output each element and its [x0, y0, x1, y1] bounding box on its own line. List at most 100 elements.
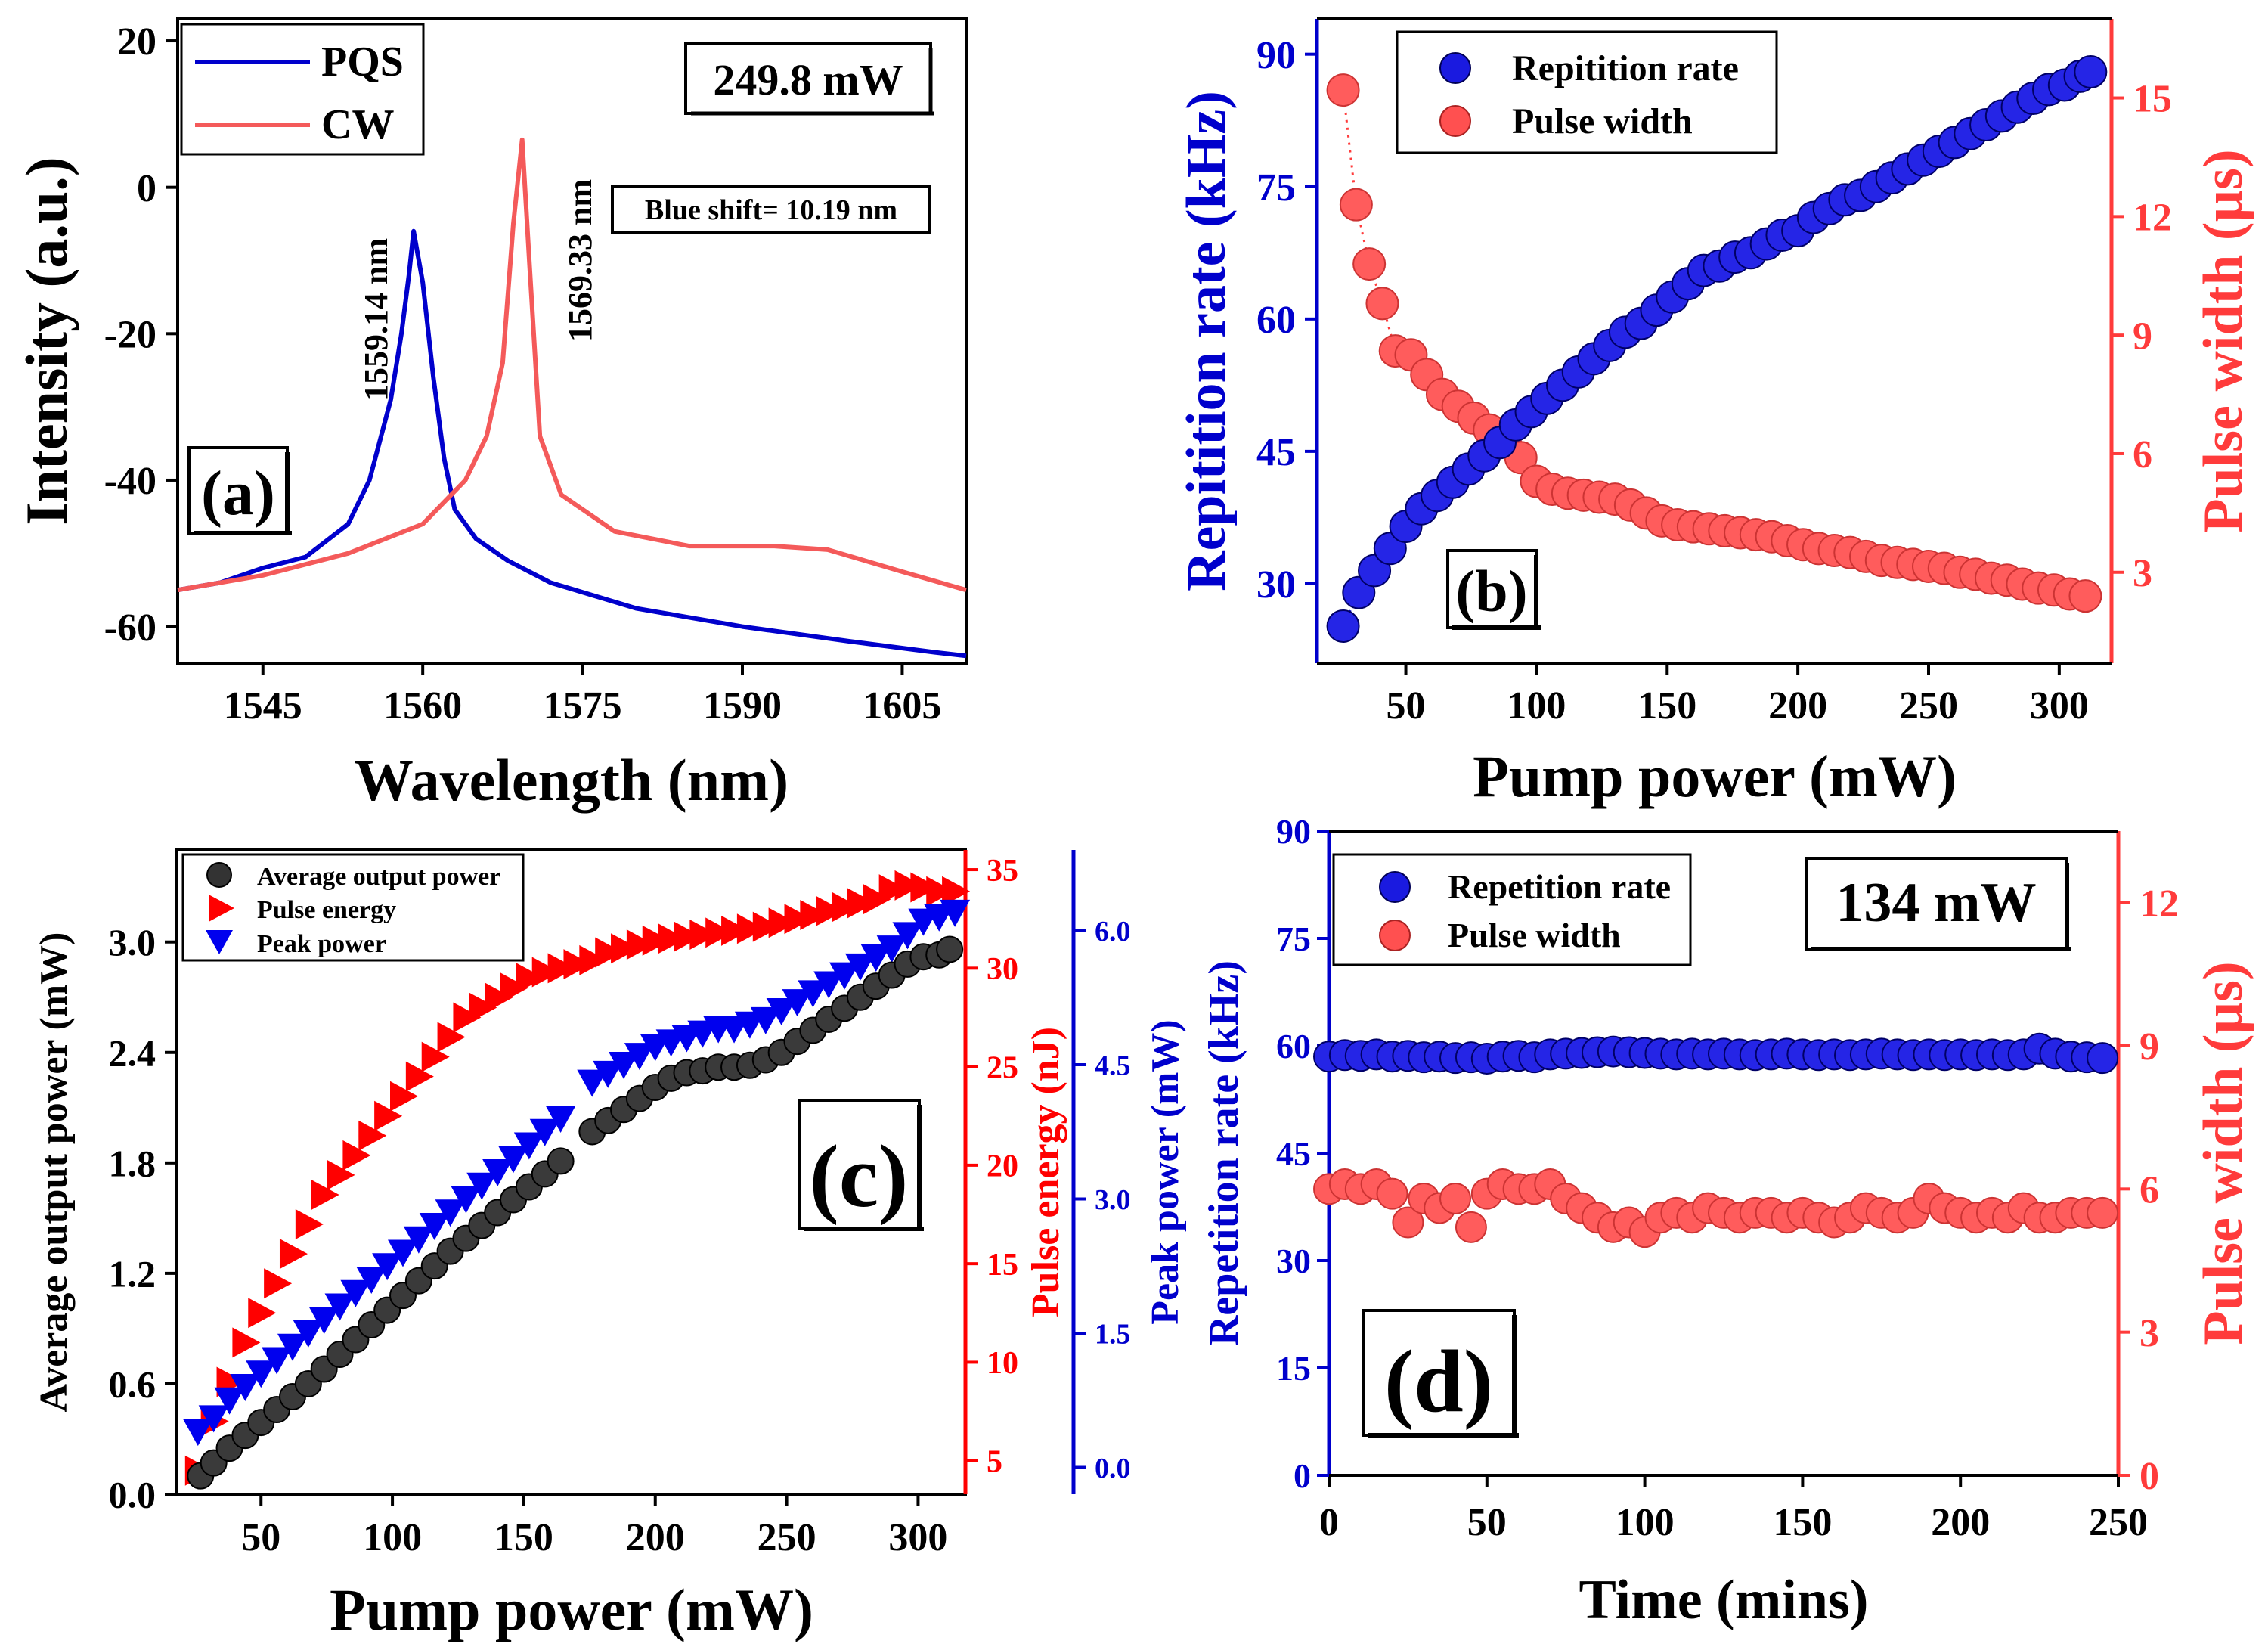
d-left-ytick-label: 45: [1276, 1134, 1311, 1173]
c-right2-ytick-label: 6.0: [1095, 916, 1131, 948]
c-right2-ytick-label: 1.5: [1095, 1318, 1131, 1350]
power-box-a: [684, 42, 932, 115]
data-point-pulse-energy-c: [421, 1041, 450, 1072]
c-right2-ytick-label: 3.0: [1095, 1184, 1131, 1216]
c-right2-ytick-label: 0.0: [1095, 1453, 1131, 1484]
c-left-ytick-label: 2.4: [109, 1031, 156, 1074]
ticks-b: 50 100 150 200 250 300 30 45 60 75 90 3 6 9 12 15: [1256, 34, 2172, 727]
data-point-pulse-energy-c: [531, 957, 560, 988]
c-right2-ytick-label: 4.5: [1095, 1050, 1131, 1081]
data-point-pulse-energy-c: [469, 992, 497, 1023]
data-point-peak-power-c: [513, 1132, 544, 1160]
d-left-ytick-label: 30: [1276, 1242, 1311, 1280]
d-xtick-label: 100: [1616, 1501, 1675, 1544]
panel-b: 50 100 150 200 250 300 30 45 60 75 90 3 6 9 12 15 Repit…: [1176, 17, 2254, 809]
ylabel-left-d: Repetition rate (kHz): [1201, 960, 1247, 1346]
data-point-peak-power-c: [308, 1307, 339, 1335]
c-right1-ytick-label: 5: [987, 1444, 1002, 1479]
ticks-c: 50 100 150 200 250 300 0.0 0.6 1.2 1.8 2.4 3.0 5 10 15…: [109, 854, 1131, 1559]
data-point-peak-power-c: [750, 1006, 781, 1034]
legend-label-rep-b: Repitition rate: [1512, 48, 1739, 88]
data-point-pulse-energy-c: [800, 899, 829, 930]
a-ytick-label: -40: [104, 460, 156, 503]
data-point-pulse-width-b: [1326, 73, 1360, 107]
c-xtick-label: 200: [626, 1516, 685, 1559]
legend-marker-avg-c: [206, 862, 232, 888]
data-point-pulse-energy-c: [832, 892, 860, 923]
data-point-pulse-energy-c: [768, 907, 797, 938]
d-right-ytick-label: 9: [2139, 1025, 2159, 1068]
b-right-ytick-label: 12: [2133, 197, 2172, 240]
a-xtick-label: 1545: [224, 684, 302, 727]
b-right-ytick-label: 15: [2133, 78, 2172, 121]
a-xtick-label: 1560: [383, 684, 462, 727]
legend-marker-peak-c: [206, 930, 233, 954]
data-point-pulse-energy-c: [642, 925, 671, 956]
data-point-peak-power-c: [214, 1387, 245, 1415]
d-left-ytick-label: 75: [1276, 920, 1311, 958]
ylabel-left-c: Average output power (mW): [33, 932, 76, 1413]
legend-label-energy-c: Pulse energy: [257, 896, 396, 924]
b-xtick-label: 100: [1507, 684, 1566, 727]
peak-label-cw: 1569.33 nm: [562, 179, 599, 342]
d-xtick-label: 50: [1467, 1501, 1507, 1544]
data-point-peak-power-c: [860, 944, 891, 972]
c-xtick-label: 50: [241, 1516, 280, 1559]
data-point-pulse-energy-c: [279, 1239, 308, 1270]
panel-label-box-c: [798, 1099, 921, 1230]
data-point-peak-power-c: [609, 1052, 640, 1079]
data-point-pulse-width-d: [2087, 1196, 2119, 1229]
data-point-peak-power-c: [230, 1374, 261, 1401]
data-point-pulse-energy-c: [626, 929, 655, 960]
data-point-peak-power-c: [577, 1069, 608, 1097]
data-point-pulse-energy-c: [784, 904, 813, 935]
data-point-rep-rate-b: [2074, 55, 2108, 89]
data-point-peak-power-c: [246, 1360, 277, 1388]
data-point-pulse-energy-c: [816, 895, 844, 926]
a-xtick-label: 1575: [544, 684, 622, 727]
xlabel-d: Time (mins): [1579, 1569, 1868, 1631]
b-right-ytick-label: 6: [2133, 433, 2152, 476]
series-line-cw: [177, 137, 967, 593]
panel-c: 50 100 150 200 250 300 0.0 0.6 1.2 1.8 2.4 3.0 5 10 15…: [33, 848, 1187, 1642]
ticks-a: 1545 1560 1575 1590 1605 20 0 -20 -40 -60: [104, 20, 942, 727]
c-xtick-label: 300: [888, 1516, 947, 1559]
legend-label-avg-c: Average output power: [257, 863, 500, 891]
d-xtick-label: 200: [1931, 1501, 1990, 1544]
data-point-peak-power-c: [876, 935, 907, 963]
data-point-pulse-energy-c: [658, 923, 686, 954]
xlabel-c: Pump power (mW): [330, 1577, 813, 1642]
data-point-pulse-energy-c: [342, 1140, 371, 1171]
data-point-peak-power-c: [387, 1239, 418, 1267]
panel-label-box-a: [187, 446, 289, 535]
c-left-ytick-label: 1.8: [109, 1142, 156, 1184]
c-xtick-label: 250: [758, 1516, 816, 1559]
legend-d: Repetition rate Pulse width: [1332, 853, 1692, 966]
data-point-peak-power-c: [419, 1213, 450, 1240]
data-point-pulse-energy-c: [389, 1081, 418, 1112]
legend-label-rep-d: Repetition rate: [1448, 867, 1671, 906]
data-point-pulse-width-d: [1455, 1211, 1487, 1243]
data-point-pulse-energy-c: [752, 911, 781, 942]
d-xtick-label: 0: [1319, 1501, 1339, 1544]
panel-label-a: (a): [201, 458, 275, 529]
b-right-ytick-label: 9: [2133, 315, 2152, 358]
d-right-ytick-label: 6: [2139, 1169, 2159, 1212]
ylabel-right1-c: Pulse energy (nJ): [1024, 1027, 1067, 1317]
a-ytick-label: 0: [137, 167, 156, 210]
a-xtick-label: 1590: [703, 684, 782, 727]
data-point-peak-power-c: [198, 1405, 229, 1433]
legend-b: Repitition rate Pulse width: [1396, 30, 1778, 154]
legend-marker-rep-d: [1379, 871, 1411, 903]
data-point-peak-power-c: [844, 953, 875, 981]
data-point-peak-power-c: [324, 1293, 355, 1321]
data-point-pulse-energy-c: [736, 913, 765, 944]
data-point-pulse-width-b: [1352, 247, 1387, 281]
panel-label-b: (b): [1455, 558, 1527, 624]
data-point-peak-power-c: [892, 922, 923, 950]
ylabel-right2-c: Peak power (mW): [1144, 1019, 1187, 1324]
data-point-peak-power-c: [940, 899, 971, 927]
data-point-pulse-energy-c: [878, 874, 907, 905]
data-point-pulse-width-b: [1339, 188, 1373, 222]
